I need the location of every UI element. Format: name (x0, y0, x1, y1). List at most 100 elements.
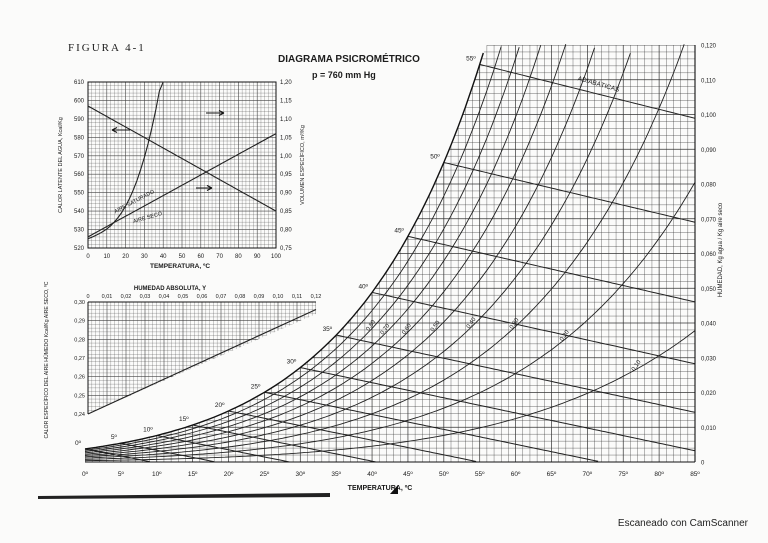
panel-b-x-tick: 0,12 (311, 294, 322, 300)
panel-b-x-label: HUMEDAD ABSOLUTA, Y (134, 286, 206, 292)
dry-air-line (87, 133, 277, 238)
panel-a-x-tick: 0 (86, 254, 90, 260)
rh-label: 0,60 (401, 322, 413, 336)
adiabatic-line (264, 391, 599, 462)
relative-humidity-curve (84, 46, 502, 451)
panel-a-x-tick: 90 (254, 254, 261, 260)
saturation-temp-label: 25º (251, 383, 261, 390)
adiabatic-line (192, 424, 376, 463)
adiabatic-line (371, 291, 696, 365)
panel-b-y-tick: 0,25 (74, 393, 85, 399)
x-tick-label: 30º (295, 471, 305, 478)
x-tick-label: 45º (403, 471, 413, 478)
panel-b-x-tick: 0,01 (102, 294, 113, 300)
panel-a-x-tick: 60 (197, 254, 204, 260)
panel-b-x-tick: 0,03 (140, 294, 151, 300)
panel-a-y-right-tick: 1,05 (280, 135, 292, 141)
relative-humidity-curve (84, 53, 631, 458)
page-title: DIAGRAMA PSICROMÉTRICO (278, 54, 420, 65)
y-tick-label: 0,010 (701, 426, 717, 432)
y-tick-label: 0 (701, 461, 705, 467)
panel-a-y-right-tick: 1,00 (280, 154, 292, 160)
scan-edge (38, 493, 330, 499)
saturation-temp-label: 30º (287, 359, 297, 366)
panel-a-y-right-tick: 0,75 (280, 246, 292, 252)
relative-humidity-curve (84, 45, 542, 454)
panel-a-x-tick: 70 (216, 254, 223, 260)
panel-a-y-tick: 550 (74, 191, 85, 197)
scanner-watermark: Escaneado con CamScanner (617, 518, 748, 529)
y-tick-label: 0,090 (701, 148, 717, 154)
panel-b-x-tick: 0,08 (235, 294, 246, 300)
figure-label: FIGURA 4-1 (68, 42, 146, 54)
panel-a-y-tick: 570 (74, 154, 85, 160)
rh-label: 0,80 (365, 319, 377, 333)
adiabatic-line (156, 435, 290, 463)
y-tick-label: 0,050 (701, 287, 717, 293)
panel-a-y-right-tick: 1,15 (280, 98, 292, 104)
panel-a-x-tick: 20 (122, 254, 129, 260)
x-tick-label: 75º (618, 471, 628, 478)
x-axis-label: TEMPERATURA, ºC (348, 485, 413, 492)
y-tick-label: 0,060 (701, 252, 717, 258)
y-tick-label: 0,100 (701, 113, 717, 119)
panel-b-y-tick: 0,26 (74, 375, 85, 381)
panel-a-y-label: CALOR LATENTE DEL AGUA, Kcal/Kg (58, 117, 64, 213)
saturation-temp-label: 20º (215, 402, 225, 409)
saturation-temp-label: 35º (323, 326, 333, 333)
x-tick-label: 25º (260, 471, 270, 478)
panel-b-y-tick: 0,30 (74, 300, 85, 306)
relative-humidity-curve (84, 47, 595, 456)
adiabatic-line (228, 410, 477, 462)
panel-b-x-tick: 0,09 (254, 294, 265, 300)
page-subtitle: p = 760 mm Hg (312, 70, 376, 80)
panel-a-x-tick: 10 (103, 254, 110, 260)
adiabatic-line (300, 367, 696, 452)
x-tick-label: 5º (118, 471, 125, 478)
saturation-temp-label: 0º (75, 440, 82, 447)
panel-a-y-right-label: VOLUMEN ESPECÍFICO, m³/Kg (299, 125, 306, 205)
panel-b-x-tick: 0,11 (292, 294, 302, 300)
y-axis-label: HUMEDAD, Kg agua / Kg aire seco (718, 202, 724, 297)
panel-b-y-tick: 0,29 (74, 319, 85, 325)
panel-a-y-right-tick: 1,20 (280, 80, 292, 86)
saturation-temp-label: 10º (143, 426, 153, 433)
panel-a-y-tick: 610 (74, 80, 85, 86)
panel-a-y-tick: 600 (74, 98, 85, 104)
panel-b-x-tick: 0,05 (178, 294, 189, 300)
panel-b-grid (88, 302, 316, 414)
saturated-air-curve (87, 81, 220, 240)
panel-b-y-tick: 0,24 (74, 412, 85, 418)
relative-humidity-curve (84, 47, 520, 452)
y-tick-label: 0,040 (701, 322, 717, 328)
panel-a-y-right-tick: 0,85 (280, 209, 292, 215)
main-grid (85, 45, 695, 462)
x-tick-label: 80º (654, 471, 664, 478)
saturation-temp-label: 50º (430, 153, 440, 160)
rh-label: 0,20 (559, 329, 571, 343)
panel-a-y-right-tick: 0,95 (280, 172, 292, 178)
panel-a-y-tick: 560 (74, 172, 85, 178)
rh-label: 0,30 (509, 317, 521, 331)
adiabatic-line (407, 235, 696, 303)
x-tick-label: 40º (367, 471, 377, 478)
adiabatic-line (84, 448, 150, 463)
x-tick-label: 15º (188, 471, 198, 478)
panel-a-y-tick: 590 (74, 117, 85, 123)
panel-a-x-tick: 30 (141, 254, 148, 260)
panel-b-y-tick: 0,27 (74, 356, 85, 362)
panel-a-x-tick: 50 (179, 254, 186, 260)
saturation-temp-label: 15º (179, 416, 189, 423)
rh-label: 0,50 (430, 320, 442, 334)
panel-b-x-tick: 0 (86, 294, 89, 300)
panel-a-x-tick: 40 (160, 254, 167, 260)
panel-a-y-right-tick: 1,10 (280, 117, 292, 123)
x-tick-label: 35º (331, 471, 341, 478)
relative-humidity-curve (84, 182, 696, 460)
y-tick-label: 0,110 (701, 78, 716, 84)
panel-a-y-tick: 580 (74, 135, 85, 141)
x-tick-label: 65º (547, 471, 557, 478)
scan-mark (390, 485, 398, 494)
